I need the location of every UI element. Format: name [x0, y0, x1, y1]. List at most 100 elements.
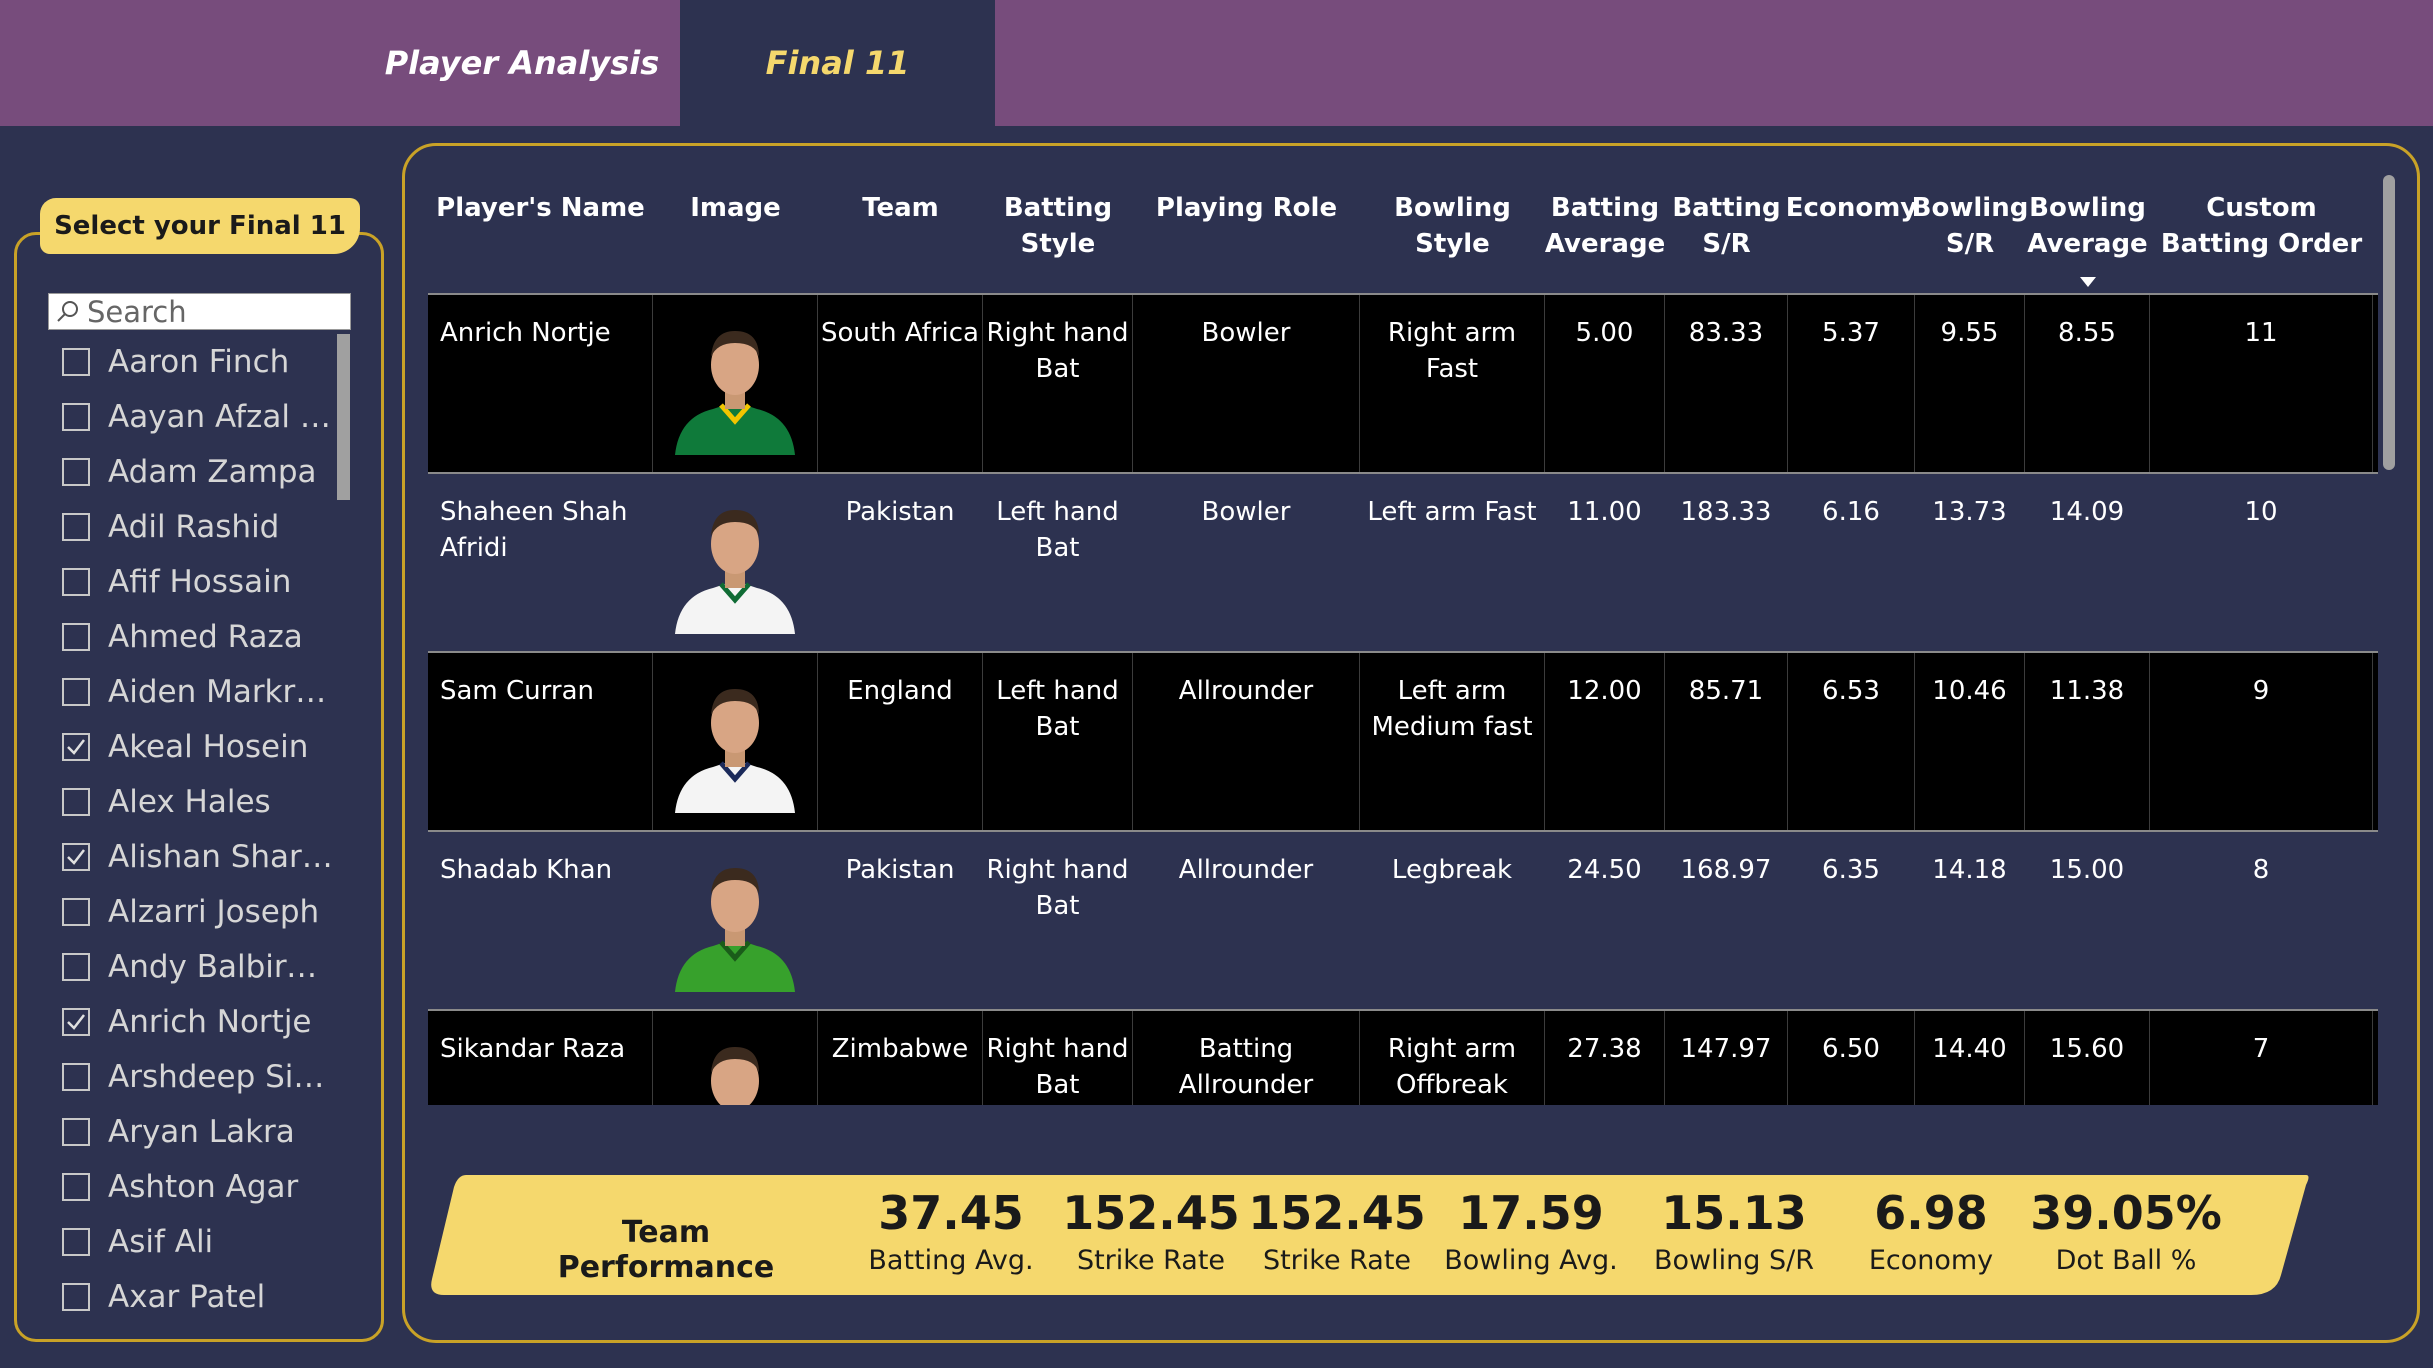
slicer-item[interactable]: Alzarri Joseph — [56, 884, 336, 939]
kpi-label: Economy — [1868, 1245, 1994, 1276]
checkbox[interactable] — [62, 787, 90, 816]
slicer-item[interactable]: Adam Zampa — [56, 444, 336, 499]
table-row[interactable]: Sikandar Raza Zimbabwe Right hand Bat Batti… — [428, 1011, 2378, 1105]
slicer-item[interactable]: Ahmed Raza — [56, 609, 336, 664]
checkbox-checked[interactable] — [62, 842, 90, 871]
kpi-value: 152.45 — [1248, 1186, 1426, 1240]
checkbox[interactable] — [62, 402, 90, 431]
checkbox-checked[interactable] — [62, 732, 90, 761]
kpi-dot-ball-percent: 39.05% Dot Ball % — [2026, 1183, 2226, 1279]
checkbox[interactable] — [62, 347, 90, 376]
slicer-title-text: Select your Final 11 — [54, 211, 346, 241]
column-header-batting-sr[interactable]: Batting S/R — [1672, 193, 1781, 259]
column-header-image[interactable]: Image — [690, 193, 781, 223]
kpi-label: Strike Rate — [1262, 1245, 1412, 1276]
column-header-playing-role[interactable]: Playing Role — [1155, 193, 1338, 223]
slicer-item-label: Aryan Lakra — [108, 1113, 295, 1150]
slicer-item[interactable]: Anrich Nortje — [56, 994, 336, 1049]
column-header-economy[interactable]: Economy — [1785, 193, 1918, 223]
cell-bowling-style: Right arm Fast — [1360, 295, 1545, 472]
column-header-bowling-average[interactable]: Bowling Average — [2025, 160, 2150, 293]
kpi-value: 6.98 — [1874, 1186, 1988, 1240]
slicer-item[interactable]: Asif Ali — [56, 1214, 336, 1269]
cell-image — [653, 1011, 818, 1105]
table-row[interactable]: Shaheen Shah Afridi Pakistan Left hand Bat… — [428, 474, 2378, 653]
kpi-value: 15.13 — [1661, 1186, 1807, 1240]
final-11-panel — [402, 143, 2420, 1343]
checkbox[interactable] — [62, 897, 90, 926]
checkbox[interactable] — [62, 1062, 90, 1091]
kpi-value: 17.59 — [1458, 1186, 1604, 1240]
kpi-label: Dot Ball % — [2055, 1245, 2197, 1276]
cell-team: England — [818, 653, 983, 830]
column-header-custom-batting-order[interactable]: Custom Batting Order — [2160, 193, 2363, 259]
cell-playing-role: Batting Allrounder — [1133, 1011, 1360, 1105]
cell-bowling-sr: 14.40 — [1915, 1011, 2025, 1105]
kpi-label: Strike Rate — [1076, 1245, 1226, 1276]
search-input[interactable] — [87, 294, 342, 329]
checkbox[interactable] — [62, 1282, 90, 1311]
table-header: Player's Name Image Team Batting Style P… — [428, 160, 2383, 293]
slicer-search-box[interactable] — [48, 293, 351, 330]
column-header-batting-average[interactable]: Batting Average — [1544, 193, 1666, 259]
slicer-item[interactable]: Aaron Finch — [56, 334, 336, 389]
table-row[interactable]: Anrich Nortje South Africa Right hand Bat B… — [428, 295, 2378, 474]
slicer-item[interactable]: Alex Hales — [56, 774, 336, 829]
checkbox[interactable] — [62, 1227, 90, 1256]
checkmark-icon — [67, 738, 85, 755]
cell-economy: 5.37 — [1788, 295, 1915, 472]
checkbox-checked[interactable] — [62, 1007, 90, 1036]
slicer-item[interactable]: Aryan Lakra — [56, 1104, 336, 1159]
checkbox[interactable] — [62, 457, 90, 486]
cell-bowling-style: Left arm Medium fast — [1360, 653, 1545, 830]
cell-bowling-sr: 9.55 — [1915, 295, 2025, 472]
checkbox[interactable] — [62, 1117, 90, 1146]
cell-bowling-sr: 13.73 — [1915, 474, 2025, 651]
cell-economy: 6.16 — [1788, 474, 1915, 651]
slicer-item[interactable]: Andy Balbirnie — [56, 939, 336, 994]
player-list-scrollbar[interactable] — [337, 334, 350, 500]
checkbox[interactable] — [62, 512, 90, 541]
cell-player-name: Sam Curran — [428, 653, 653, 830]
cell-custom-batting-order: 8 — [2150, 832, 2373, 1009]
checkbox[interactable] — [62, 1172, 90, 1201]
slicer-item[interactable]: Ashton Agar — [56, 1159, 336, 1214]
slicer-item-label: Adil Rashid — [108, 508, 280, 545]
column-header-bowling-style[interactable]: Bowling Style — [1394, 193, 1511, 259]
column-header-batting-style[interactable]: Batting Style — [1003, 193, 1113, 259]
cell-batting-average: 27.38 — [1545, 1011, 1665, 1105]
checkbox[interactable] — [62, 567, 90, 596]
kpi-value: 39.05% — [2030, 1186, 2222, 1240]
cell-batting-average: 24.50 — [1545, 832, 1665, 1009]
column-header-team[interactable]: Team — [862, 193, 939, 223]
tab-player-analysis[interactable]: Player Analysis — [330, 0, 714, 126]
cell-custom-batting-order: 11 — [2150, 295, 2373, 472]
cell-economy: 6.53 — [1788, 653, 1915, 830]
kpi-label: Batting Avg. — [868, 1245, 1034, 1276]
column-header-name[interactable]: Player's Name — [436, 193, 645, 223]
checkbox[interactable] — [62, 677, 90, 706]
kpi-value: 152.45 — [1062, 1186, 1240, 1240]
slicer-item[interactable]: Aayan Afzal Kh... — [56, 389, 336, 444]
tab-final-11-label: Final 11 — [765, 44, 910, 82]
checkbox[interactable] — [62, 622, 90, 651]
table-scrollbar[interactable] — [2383, 175, 2395, 470]
cell-team: South Africa — [818, 295, 983, 472]
cell-image — [653, 474, 818, 651]
tab-final-11[interactable]: Final 11 — [680, 0, 995, 126]
cell-player-name: Anrich Nortje — [428, 295, 653, 472]
table-row[interactable]: Sam Curran England Left hand Bat Allrounder… — [428, 653, 2378, 832]
slicer-item[interactable]: Afif Hossain — [56, 554, 336, 609]
slicer-item[interactable]: Aiden Markram — [56, 664, 336, 719]
checkbox[interactable] — [62, 952, 90, 981]
cell-playing-role: Bowler — [1133, 295, 1360, 472]
slicer-item[interactable]: Arshdeep Singh — [56, 1049, 336, 1104]
slicer-item[interactable]: Adil Rashid — [56, 499, 336, 554]
column-header-bowling-sr[interactable]: Bowling S/R — [1911, 193, 2029, 259]
slicer-item[interactable]: Axar Patel — [56, 1269, 336, 1324]
slicer-item[interactable]: Alishan Sharafu — [56, 829, 336, 884]
slicer-item-label: Andy Balbirnie — [108, 948, 333, 985]
kpi-label: Bowling Avg. — [1444, 1245, 1618, 1276]
slicer-item[interactable]: Akeal Hosein — [56, 719, 336, 774]
table-row[interactable]: Shadab Khan Pakistan Right hand Bat Allroun… — [428, 832, 2378, 1011]
